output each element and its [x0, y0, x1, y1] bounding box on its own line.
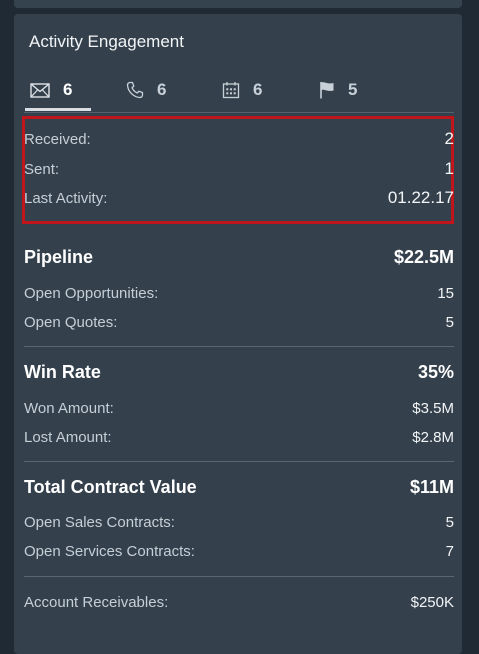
open-services-contracts-value: 7 — [445, 543, 454, 560]
lost-amount-label: Lost Amount: — [24, 429, 112, 446]
open-services-contracts-row: Open Services Contracts: 7 — [24, 543, 454, 560]
tab-calendar-count: 6 — [253, 80, 263, 99]
contract-value-header: Total Contract Value $11M — [24, 477, 454, 498]
tab-flag-count: 5 — [348, 80, 358, 99]
contract-value-title: Total Contract Value — [24, 477, 197, 497]
activity-tabs: 6 6 6 5 — [14, 72, 462, 112]
activity-engagement-card: Activity Engagement 6 6 6 5 — [14, 14, 462, 654]
contract-value-amount: $11M — [409, 477, 454, 497]
envelope-icon — [30, 82, 50, 98]
open-sales-contracts-value: 5 — [445, 514, 454, 531]
flag-icon — [319, 81, 335, 99]
section-divider — [24, 346, 454, 347]
previous-card-edge — [14, 0, 462, 8]
pipeline-amount: $22.5M — [393, 247, 454, 267]
last-activity-row: Last Activity: 01.22.17 — [24, 188, 454, 208]
won-amount-value: $3.5M — [412, 400, 454, 417]
open-quotes-value: 5 — [445, 314, 454, 331]
section-divider — [24, 576, 454, 577]
pipeline-title: Pipeline — [24, 247, 94, 267]
open-quotes-label: Open Quotes: — [24, 314, 118, 331]
last-activity-value: 01.22.17 — [387, 188, 454, 207]
open-opportunities-label: Open Opportunities: — [24, 285, 159, 302]
card-title: Activity Engagement — [29, 32, 184, 51]
active-tab-indicator — [25, 108, 91, 111]
tab-phone-count: 6 — [157, 80, 167, 99]
tab-email-count: 6 — [63, 80, 73, 99]
sent-row: Sent: 1 — [24, 159, 454, 179]
received-value: 2 — [444, 129, 454, 148]
section-divider — [24, 461, 454, 462]
activity-summary-highlight — [22, 116, 454, 224]
tab-phone[interactable]: 6 — [126, 72, 166, 108]
sent-label: Sent: — [24, 160, 60, 178]
won-amount-row: Won Amount: $3.5M — [24, 400, 454, 417]
tab-email[interactable]: 6 — [30, 72, 72, 108]
won-amount-label: Won Amount: — [24, 400, 114, 417]
calendar-icon — [222, 81, 240, 99]
account-receivables-label: Account Receivables: — [24, 594, 169, 611]
received-label: Received: — [24, 130, 91, 148]
lost-amount-value: $2.8M — [412, 429, 454, 446]
open-sales-contracts-row: Open Sales Contracts: 5 — [24, 514, 454, 531]
open-quotes-row: Open Quotes: 5 — [24, 314, 454, 331]
tab-flag[interactable]: 5 — [319, 72, 357, 108]
account-receivables-value: $250K — [410, 594, 454, 611]
win-rate-title: Win Rate — [24, 362, 101, 382]
tabs-divider — [24, 112, 454, 113]
open-opportunities-row: Open Opportunities: 15 — [24, 285, 454, 302]
last-activity-label: Last Activity: — [24, 189, 108, 207]
pipeline-header: Pipeline $22.5M — [24, 247, 454, 268]
lost-amount-row: Lost Amount: $2.8M — [24, 429, 454, 446]
received-row: Received: 2 — [24, 129, 454, 149]
open-opportunities-value: 15 — [437, 285, 454, 302]
win-rate-header: Win Rate 35% — [24, 362, 454, 383]
phone-icon — [126, 81, 144, 99]
open-sales-contracts-label: Open Sales Contracts: — [24, 514, 175, 531]
account-receivables-row: Account Receivables: $250K — [24, 594, 454, 611]
win-rate-amount: 35% — [417, 362, 454, 382]
tab-calendar[interactable]: 6 — [222, 72, 262, 108]
sent-value: 1 — [444, 159, 454, 178]
open-services-contracts-label: Open Services Contracts: — [24, 543, 195, 560]
